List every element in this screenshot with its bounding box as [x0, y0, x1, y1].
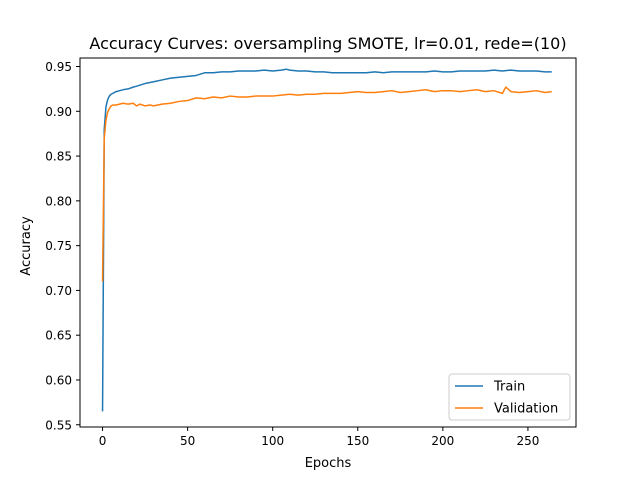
x-tick-label: 50 [180, 434, 195, 448]
x-tick-label: 200 [431, 434, 454, 448]
y-tick-label: 0.90 [45, 105, 72, 119]
axis-ticks: 0 50 100 150 200 250 0.55 0.60 0.65 0.70 0.75 0.80 0… [45, 60, 539, 448]
y-tick-label: 0.80 [45, 194, 72, 208]
x-axis-label: Epochs [305, 456, 352, 471]
x-tick-label: 100 [261, 434, 284, 448]
chart-title: Accuracy Curves: oversampling SMOTE, lr=… [89, 34, 566, 53]
axes-frame [79, 57, 577, 428]
legend-label-validation: Validation [494, 402, 558, 417]
x-tick-label: 0 [99, 434, 107, 448]
y-tick-label: 0.95 [45, 60, 72, 74]
y-tick-label: 0.60 [45, 373, 72, 387]
x-tick-label: 150 [346, 434, 369, 448]
y-tick-label: 0.75 [45, 239, 72, 253]
series-line-validation [101, 86, 552, 282]
legend-label-train: Train [493, 380, 525, 395]
y-tick-label: 0.55 [45, 418, 72, 432]
y-tick-label: 0.65 [45, 329, 72, 343]
series-line-train [101, 68, 552, 412]
y-tick-label: 0.85 [45, 150, 72, 164]
series-lines [101, 68, 552, 412]
x-tick-label: 250 [516, 434, 539, 448]
y-tick-label: 0.70 [45, 284, 72, 298]
y-axis-label: Accuracy [19, 216, 34, 276]
legend: Train Validation [448, 373, 571, 421]
